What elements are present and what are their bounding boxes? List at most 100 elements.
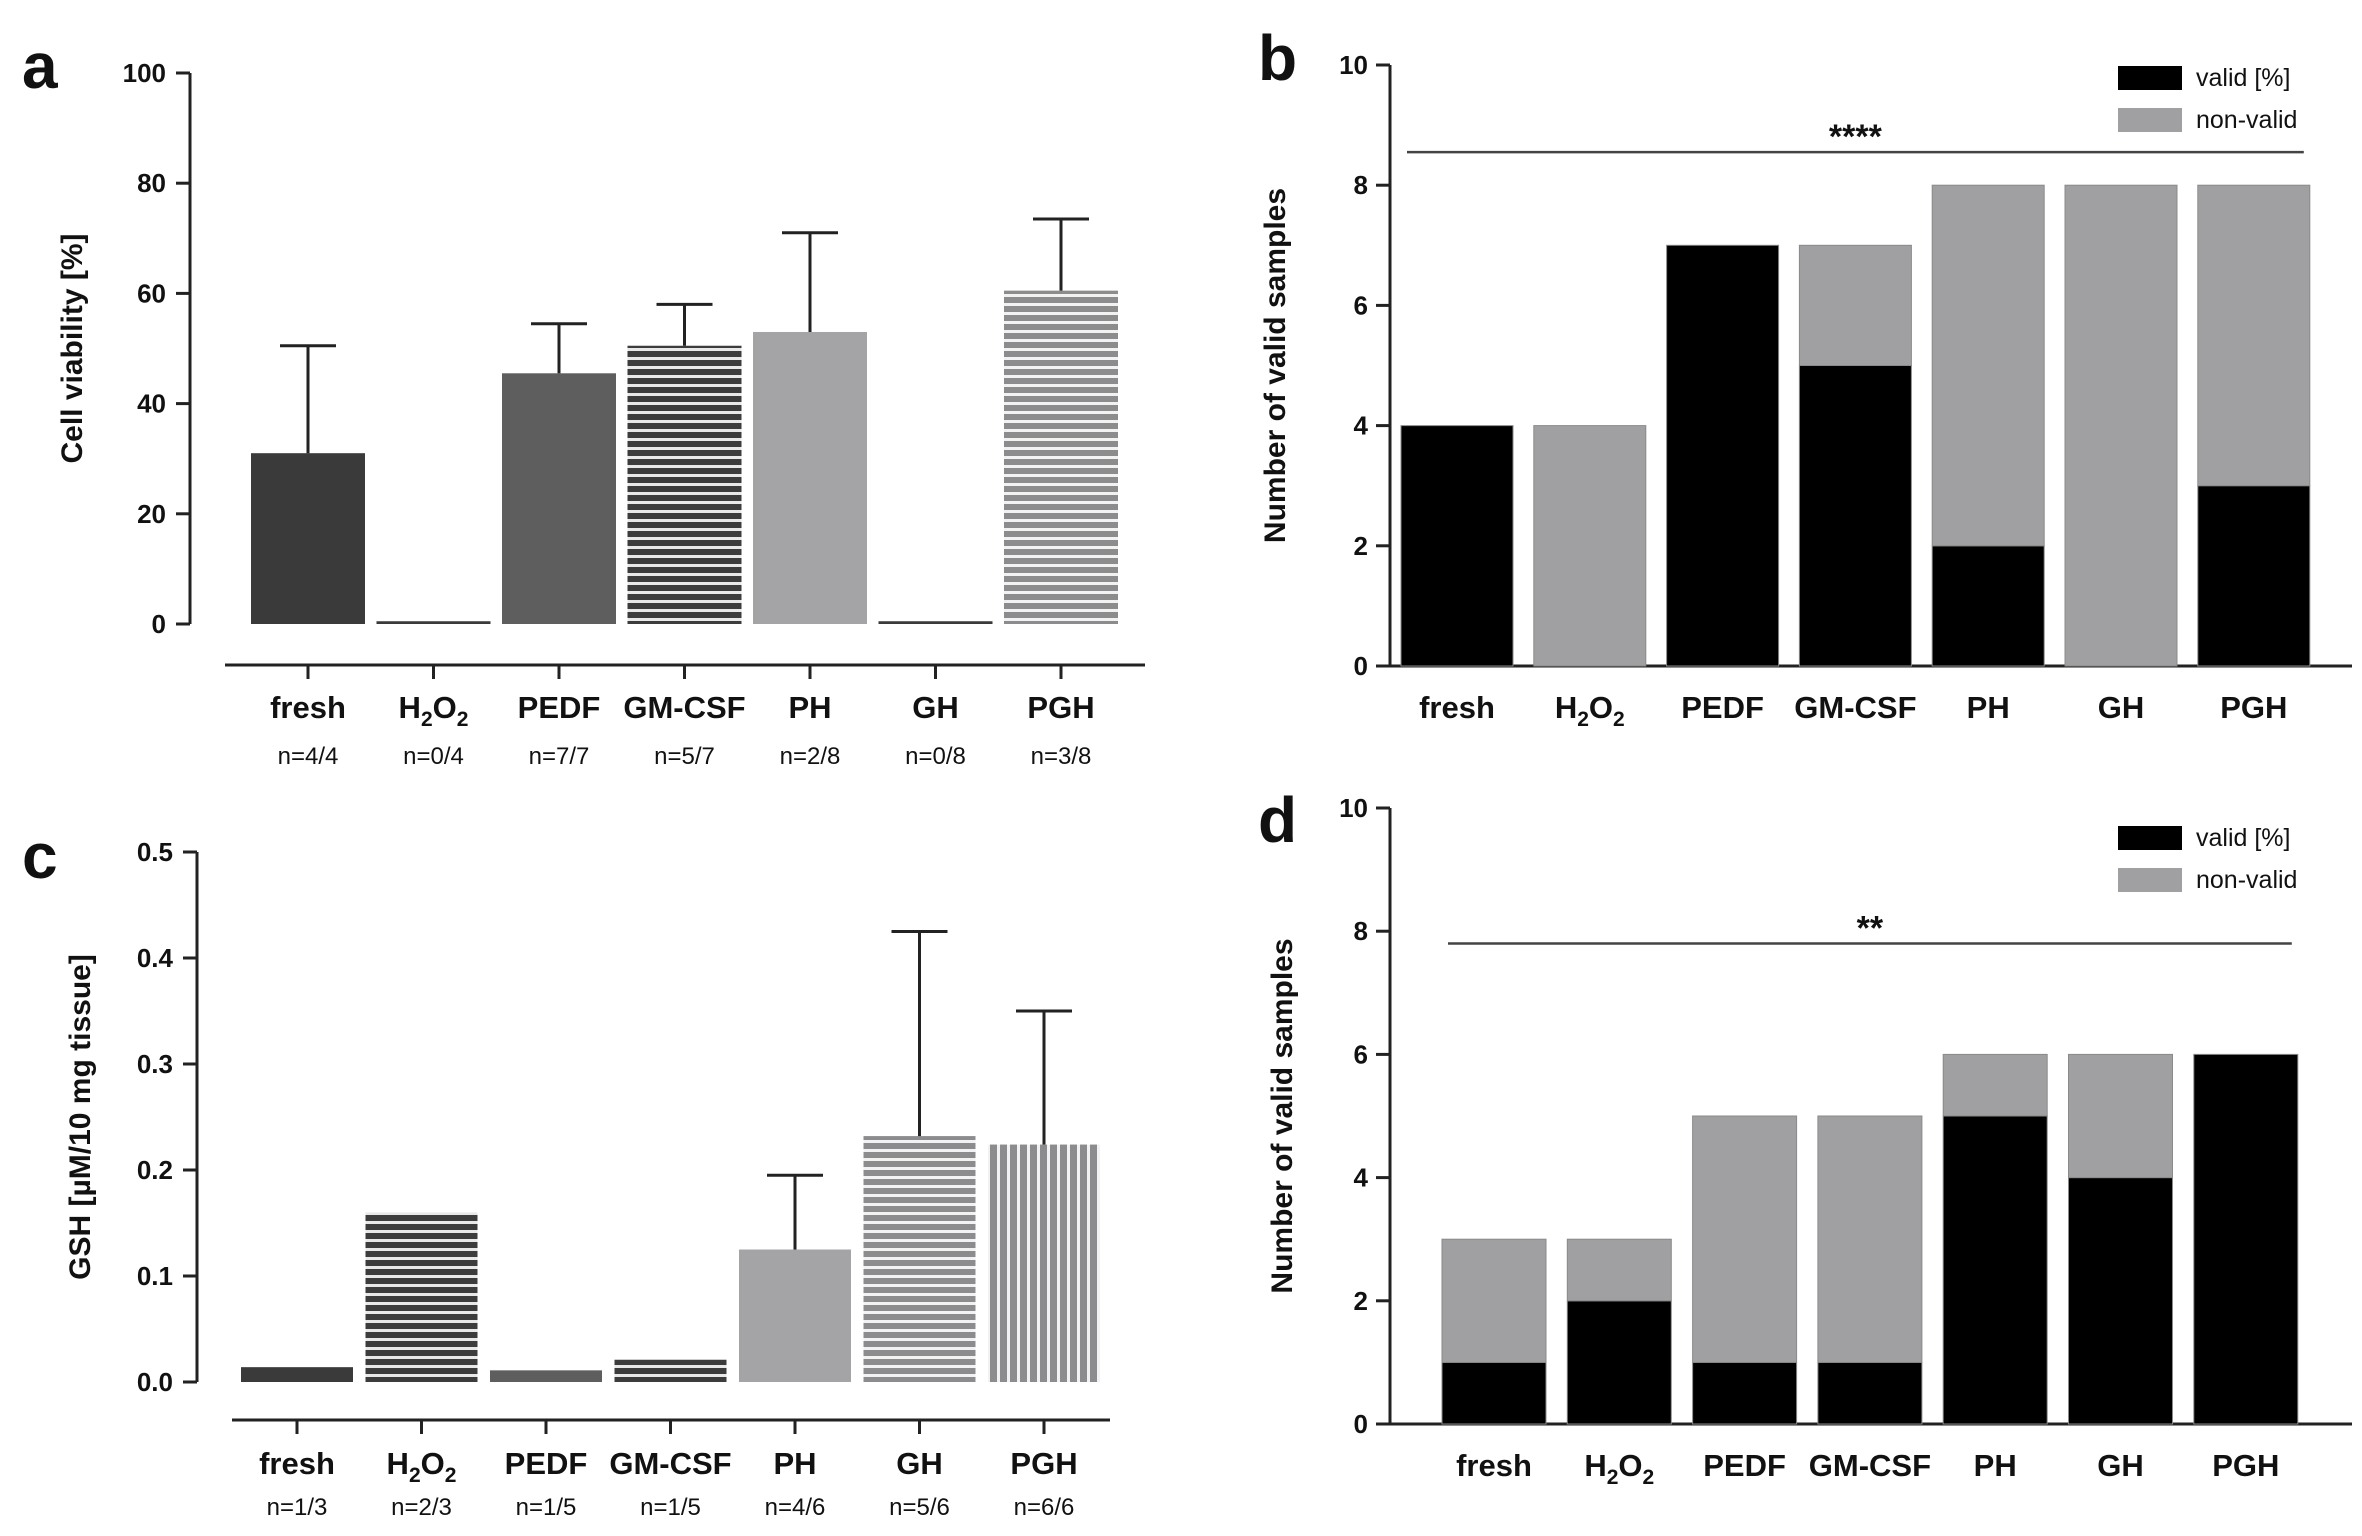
legend-label-valid: valid [%] — [2196, 824, 2290, 852]
x-tick-label: PGH — [1010, 1446, 1077, 1481]
significance-label: **** — [1829, 118, 1883, 156]
n-label: n=1/5 — [516, 1494, 577, 1521]
bar-segment-valid — [1817, 1361, 1923, 1425]
y-tick-label: 20 — [137, 499, 166, 529]
y-tick-label: 4 — [1354, 1163, 1369, 1193]
legend-label-valid: valid [%] — [2196, 64, 2290, 92]
x-tick-label: PH — [1967, 690, 2010, 725]
y-tick-label: 10 — [1339, 50, 1368, 80]
y-tick-label: 0 — [152, 609, 166, 639]
bar-segment-valid — [2197, 485, 2311, 667]
bar-ph — [739, 1249, 851, 1382]
bar-segment-valid — [1692, 1361, 1798, 1425]
x-tick-label: GH — [2097, 1448, 2144, 1483]
x-tick-label: GM-CSF — [1809, 1448, 1931, 1483]
y-tick-label: 100 — [123, 58, 166, 88]
y-tick-label: 6 — [1354, 290, 1368, 320]
x-tick-label: fresh — [1456, 1448, 1532, 1483]
x-tick-label: GM-CSF — [1794, 690, 1916, 725]
x-tick-label: fresh — [270, 690, 346, 725]
y-tick-label: 4 — [1354, 411, 1369, 441]
bar-h — [365, 1212, 478, 1382]
bar-segment-valid — [1400, 425, 1514, 667]
bar-ph — [753, 331, 867, 624]
bar-segment-non-valid — [2197, 184, 2311, 487]
bar-segment-non-valid — [1566, 1238, 1672, 1302]
bar-segment-valid — [1931, 545, 2045, 667]
x-tick-label: fresh — [1419, 690, 1495, 725]
y-tick-label: 2 — [1354, 531, 1368, 561]
bar-gm-csf — [627, 345, 742, 624]
bar-segment-valid — [2193, 1053, 2299, 1425]
legend-swatch-non-valid — [2118, 108, 2182, 132]
bar-pedf — [502, 373, 616, 624]
x-tick-label: GH — [2098, 690, 2145, 725]
n-label: n=2/3 — [391, 1494, 452, 1521]
y-tick-label: 0.5 — [137, 837, 173, 867]
x-tick-label: fresh — [259, 1446, 335, 1481]
n-label: n=6/6 — [1014, 1494, 1075, 1521]
bar-segment-non-valid — [1692, 1115, 1798, 1363]
n-label: n=1/3 — [267, 1494, 328, 1521]
legend-label-non-valid: non-valid — [2196, 106, 2297, 134]
bar-segment-non-valid — [1931, 184, 2045, 547]
x-tick-label: PEDF — [505, 1446, 588, 1481]
x-tick-label: PGH — [2212, 1448, 2279, 1483]
bar-segment-valid — [1798, 365, 1912, 667]
panel-letter-d: d — [1258, 784, 1297, 856]
y-tick-label: 10 — [1339, 793, 1368, 823]
x-tick-label: H2O2 — [1584, 1448, 1654, 1489]
y-axis-label: Number of valid samples — [1259, 188, 1292, 543]
bar-fresh — [251, 453, 365, 624]
panel-d-valid-samples-chart: d 0 2 4 6 8 10 Number of valid samples fresh H2O2… — [1258, 784, 2352, 1489]
y-tick-label: 0.0 — [137, 1367, 173, 1397]
y-tick-label: 0.4 — [137, 943, 174, 973]
bar-segment-valid — [1441, 1361, 1547, 1425]
y-axis-label: Number of valid samples — [1266, 938, 1299, 1293]
bar-fresh — [241, 1367, 353, 1382]
n-label: n=2/8 — [780, 743, 841, 770]
x-tick-label: PGH — [2220, 690, 2287, 725]
y-tick-label: 80 — [137, 168, 166, 198]
n-label: n=3/8 — [1031, 743, 1092, 770]
y-tick-label: 40 — [137, 389, 166, 419]
x-tick-label: PEDF — [518, 690, 601, 725]
significance-label: ** — [1857, 910, 1884, 948]
x-tick-label: H2O2 — [399, 690, 469, 731]
legend-swatch-valid — [2118, 826, 2182, 850]
n-label: n=1/5 — [640, 1494, 701, 1521]
y-tick-label: 60 — [137, 278, 166, 308]
x-tick-label: GM-CSF — [623, 690, 745, 725]
x-tick-label: GM-CSF — [609, 1446, 731, 1481]
panel-a-cell-viability-chart: a 0 20 40 60 80 100 Cell viability [%] fresh n=4/… — [22, 30, 1145, 770]
y-tick-label: 0 — [1354, 1409, 1368, 1439]
bar-h — [376, 621, 491, 624]
n-label: n=4/6 — [765, 1494, 826, 1521]
bar-gh — [863, 1136, 976, 1382]
legend-swatch-non-valid — [2118, 868, 2182, 892]
panel-b-valid-samples-chart: b 0 2 4 6 8 10 Number of valid samples fresh H2O2… — [1258, 22, 2352, 731]
n-label: n=0/4 — [403, 743, 464, 770]
bar-segment-non-valid — [1817, 1115, 1923, 1363]
y-tick-label: 2 — [1354, 1286, 1368, 1316]
y-tick-label: 0.3 — [137, 1049, 173, 1079]
x-tick-label: PH — [788, 690, 831, 725]
n-label: n=4/4 — [278, 743, 339, 770]
bar-pedf — [490, 1370, 602, 1382]
bar-gm-csf — [614, 1359, 727, 1382]
bar-gh — [878, 621, 993, 624]
bar-segment-non-valid — [1798, 244, 1912, 366]
bar-pgh — [1004, 290, 1118, 624]
bar-segment-non-valid — [2068, 1053, 2173, 1179]
y-axis-label: Cell viability [%] — [56, 233, 89, 463]
bar-segment-valid — [1666, 244, 1780, 667]
x-tick-label: H2O2 — [387, 1446, 457, 1487]
y-axis-label: GSH [µM/10 mg tissue] — [64, 954, 97, 1280]
bar-segment-non-valid — [1441, 1238, 1547, 1363]
x-tick-label: PGH — [1027, 690, 1094, 725]
panel-c-gsh-chart: c 0.0 0.1 0.2 0.3 0.4 0.5 GSH [µM/10 mg tissue]… — [22, 820, 1110, 1521]
n-label: n=5/7 — [654, 743, 715, 770]
bar-segment-valid — [1942, 1115, 2048, 1425]
panel-letter-b: b — [1258, 22, 1297, 94]
